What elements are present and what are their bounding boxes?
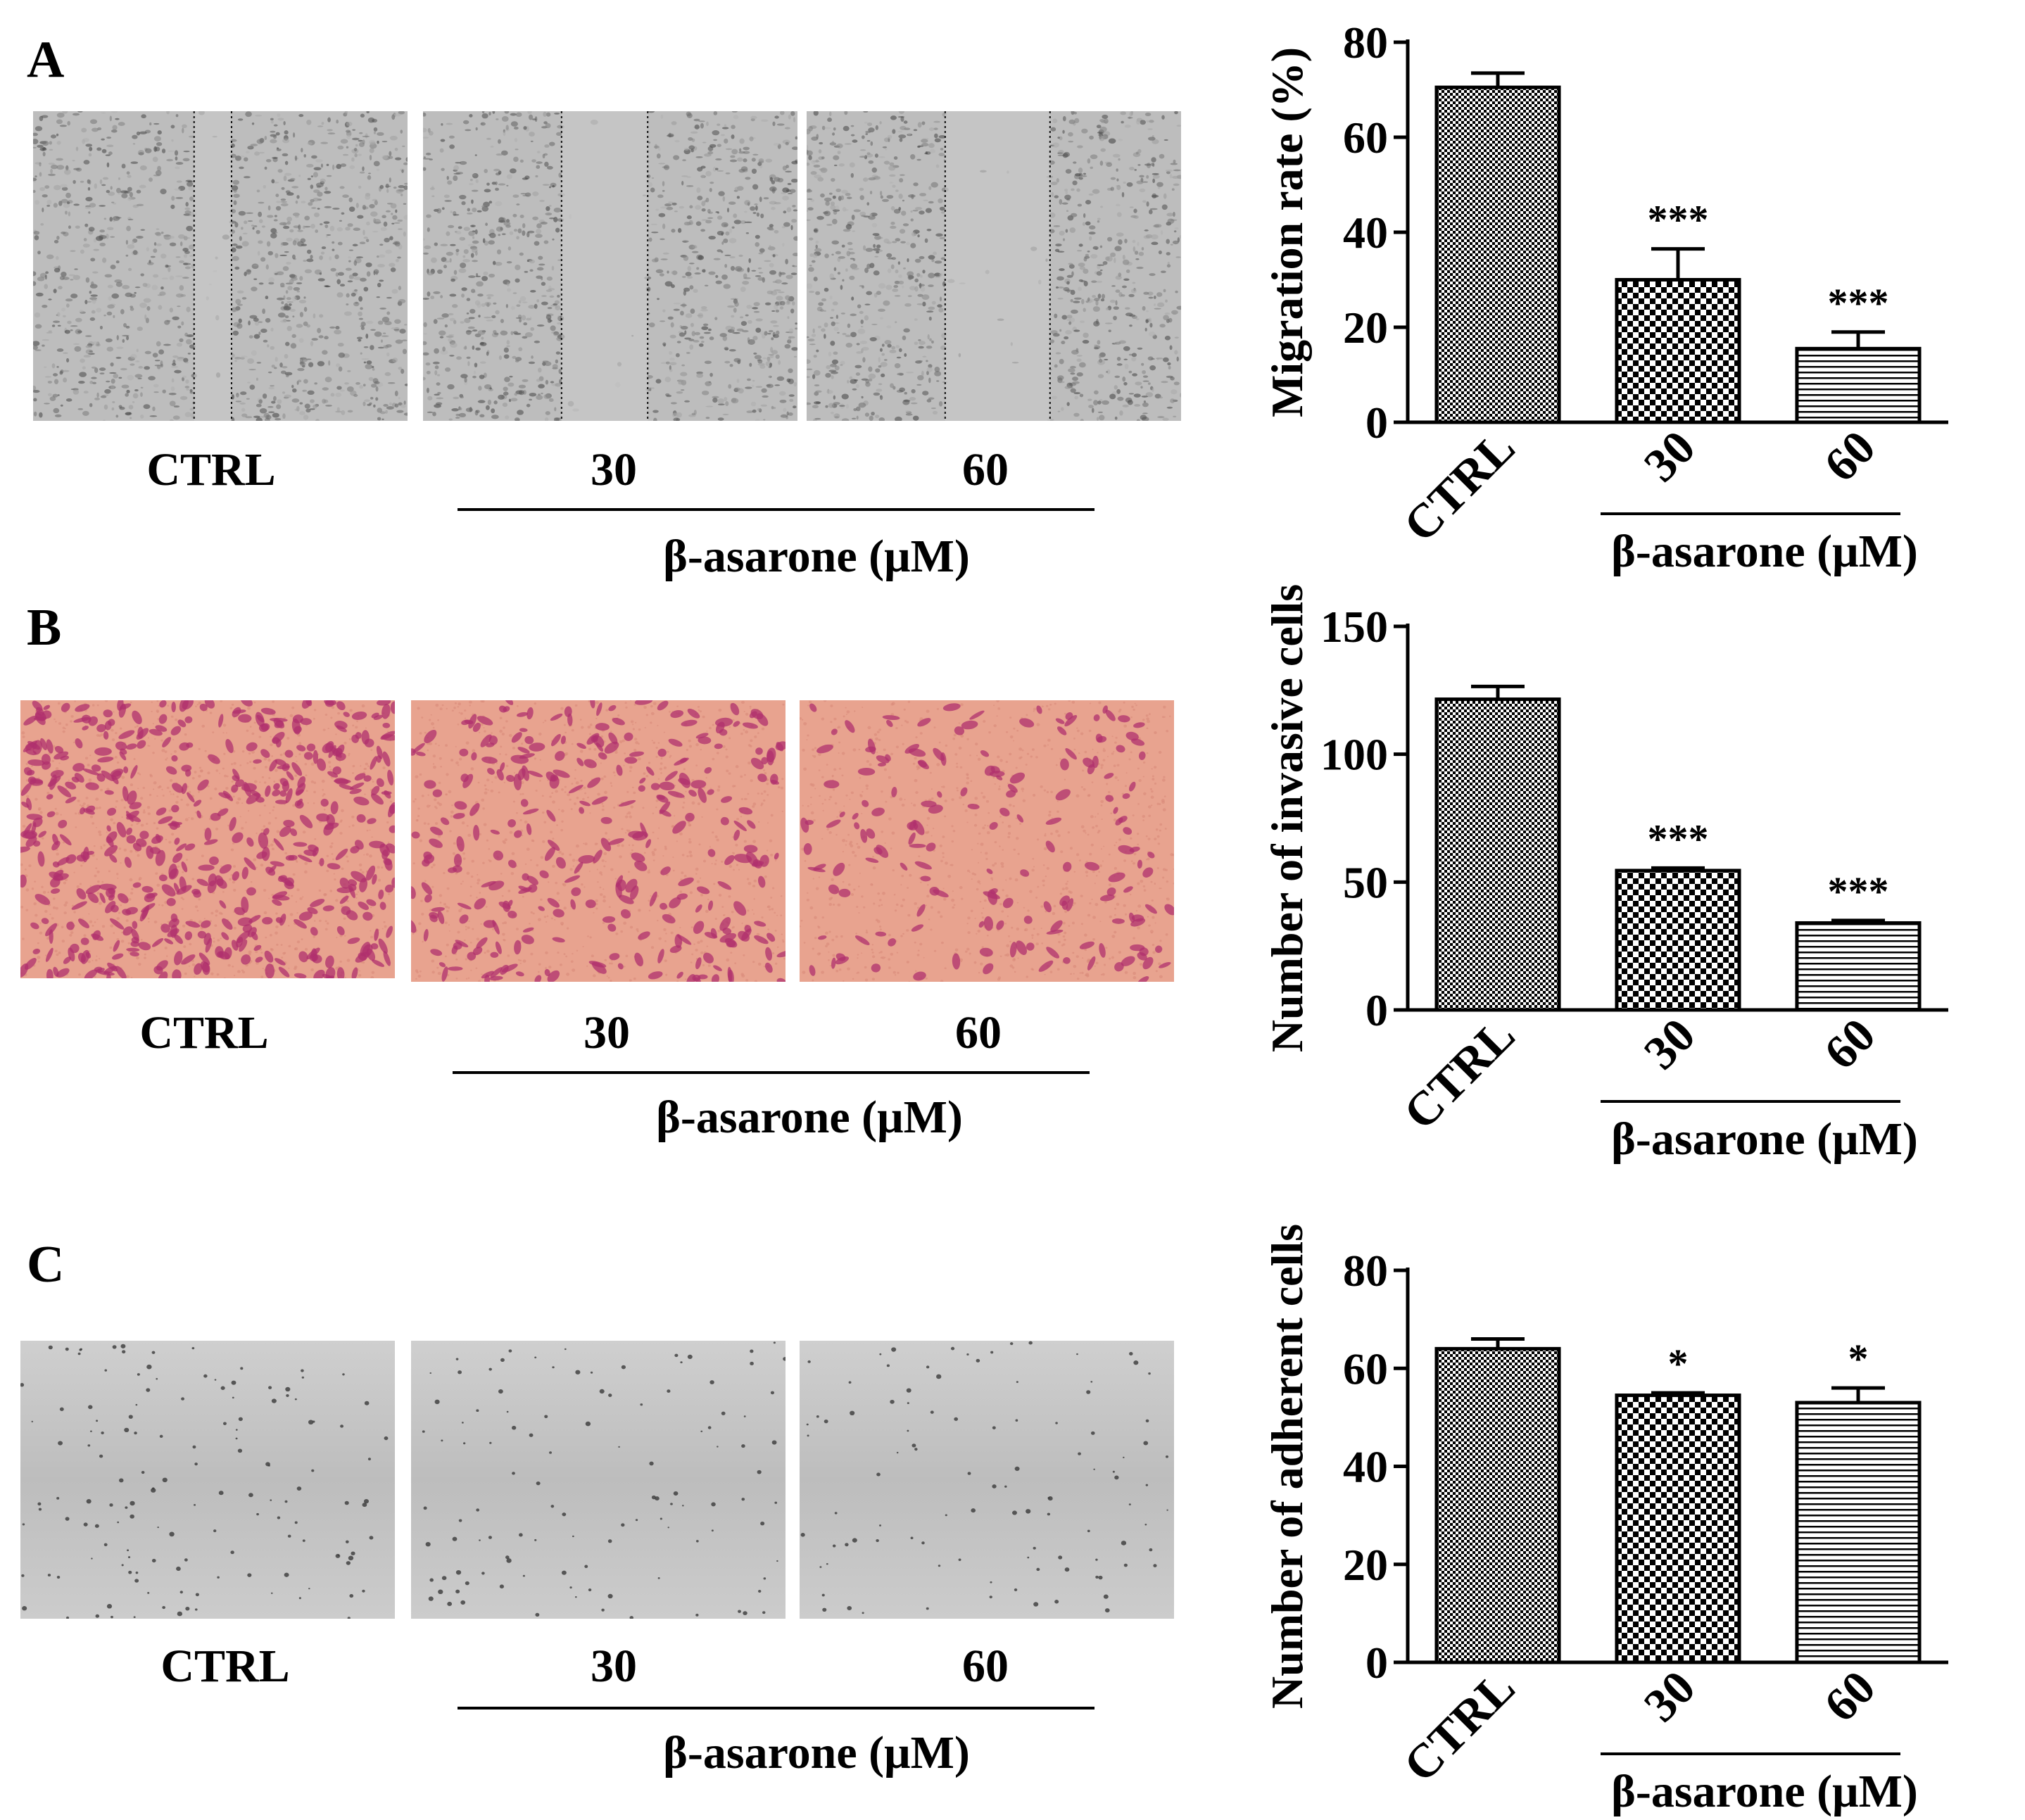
micrograph-a-ctrl	[33, 111, 408, 421]
x-group-label: β-asarone (μM)	[1611, 1113, 1918, 1165]
significance-marker: ***	[1648, 816, 1709, 861]
micrograph-c-30	[411, 1341, 786, 1619]
condition-label-b-60: 60	[955, 1007, 1002, 1058]
x-tick-label: CTRL	[1393, 1008, 1525, 1139]
micrograph-c-ctrl	[20, 1341, 395, 1619]
y-tick-label: 80	[1343, 1246, 1388, 1296]
condition-label-c-60: 60	[962, 1641, 1009, 1692]
y-tick-label: 20	[1343, 1540, 1388, 1590]
bar-ctrl	[1434, 85, 1561, 424]
treatment-underline-b	[453, 1071, 1090, 1074]
x-tick-label: CTRL	[1393, 1660, 1525, 1792]
micrograph-a-30	[423, 111, 797, 421]
significance-marker: ***	[1648, 197, 1709, 243]
significance-marker: *	[1668, 1341, 1689, 1386]
y-tick-label: 80	[1343, 18, 1388, 68]
treatment-label-a: β-asarone (μM)	[663, 531, 970, 582]
y-tick-label: 150	[1320, 602, 1388, 652]
panel-letter-a: A	[27, 31, 65, 89]
bar-30	[1615, 1394, 1741, 1664]
y-tick-label: 100	[1320, 730, 1388, 780]
treatment-underline-a	[458, 508, 1094, 511]
condition-label-c-30: 30	[591, 1641, 637, 1692]
x-tick-label: 30	[1634, 1008, 1705, 1080]
y-tick-label: 20	[1343, 303, 1388, 353]
treatment-label-b: β-asarone (μM)	[656, 1092, 963, 1143]
x-tick-label: 60	[1814, 1660, 1886, 1732]
y-axis-label: Number of invasive cells	[1262, 584, 1312, 1052]
condition-label-c-ctrl: CTRL	[160, 1641, 290, 1692]
x-group-label: β-asarone (μM)	[1611, 1766, 1918, 1817]
x-tick-label: CTRL	[1393, 420, 1525, 552]
significance-marker: ***	[1828, 868, 1889, 914]
condition-label-b-30: 30	[583, 1007, 630, 1058]
y-tick-label: 60	[1343, 1344, 1388, 1394]
micrograph-b-60	[800, 700, 1174, 982]
y-axis-label: Number of adherent cells	[1262, 1224, 1312, 1709]
y-tick-label: 40	[1343, 208, 1388, 258]
condition-label-a-60: 60	[962, 444, 1009, 495]
x-tick-label: 30	[1634, 420, 1705, 492]
bar-60	[1795, 346, 1922, 424]
y-axis-label: Migration rate (%)	[1262, 47, 1312, 417]
micrograph-c-60	[800, 1341, 1174, 1619]
panel-letter-c: C	[27, 1236, 65, 1294]
micrograph-a-60	[807, 111, 1181, 421]
y-tick-label: 50	[1343, 857, 1388, 907]
x-group-label: β-asarone (μM)	[1611, 526, 1918, 577]
micrograph-b-ctrl	[20, 700, 395, 978]
treatment-underline-c	[458, 1707, 1094, 1710]
condition-label-a-30: 30	[591, 444, 637, 495]
x-tick-label: 30	[1634, 1660, 1705, 1732]
bar-30	[1615, 868, 1741, 1012]
y-tick-label: 40	[1343, 1442, 1388, 1492]
condition-label-a-ctrl: CTRL	[146, 444, 276, 495]
bar-ctrl	[1434, 1346, 1561, 1664]
x-tick-label: 60	[1814, 1008, 1886, 1080]
y-tick-label: 0	[1365, 985, 1388, 1035]
x-tick-label: 60	[1814, 420, 1886, 492]
micrograph-b-30	[411, 700, 786, 982]
bar-ctrl	[1434, 697, 1561, 1012]
y-tick-label: 0	[1365, 1638, 1388, 1688]
condition-label-b-ctrl: CTRL	[139, 1007, 269, 1058]
bar-60	[1795, 1401, 1922, 1664]
bar-30	[1615, 278, 1741, 424]
significance-marker: ***	[1828, 280, 1889, 326]
treatment-label-c: β-asarone (μM)	[663, 1727, 970, 1778]
bar-60	[1795, 921, 1922, 1012]
panel-letter-b: B	[27, 599, 62, 657]
y-tick-label: 0	[1365, 398, 1388, 448]
significance-marker: *	[1848, 1336, 1869, 1382]
y-tick-label: 60	[1343, 113, 1388, 163]
